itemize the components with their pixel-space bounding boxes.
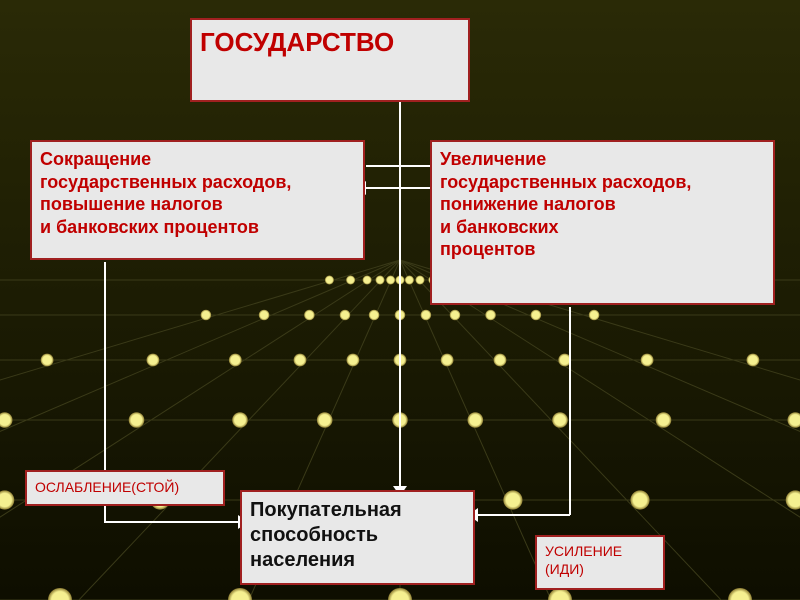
node-strengthen-text: УСИЛЕНИЕ(ИДИ) (545, 543, 622, 577)
node-right: Увеличение государственных расходов, пон… (430, 140, 775, 305)
node-weaken-text: ОСЛАБЛЕНИЕ(СТОЙ) (35, 479, 179, 497)
node-left: Сокращение государственных расходов, пов… (30, 140, 365, 260)
node-left-text: Сокращение государственных расходов, пов… (40, 149, 291, 237)
node-strengthen: УСИЛЕНИЕ(ИДИ) (535, 535, 665, 590)
node-right-text: Увеличение государственных расходов, пон… (440, 149, 691, 259)
node-title-text: ГОСУДАРСТВО (200, 27, 394, 57)
node-title: ГОСУДАРСТВО (190, 18, 470, 102)
node-center: Покупательная способность населения (240, 490, 475, 585)
node-weaken: ОСЛАБЛЕНИЕ(СТОЙ) (25, 470, 225, 506)
node-center-text: Покупательная способность населения (250, 499, 402, 571)
